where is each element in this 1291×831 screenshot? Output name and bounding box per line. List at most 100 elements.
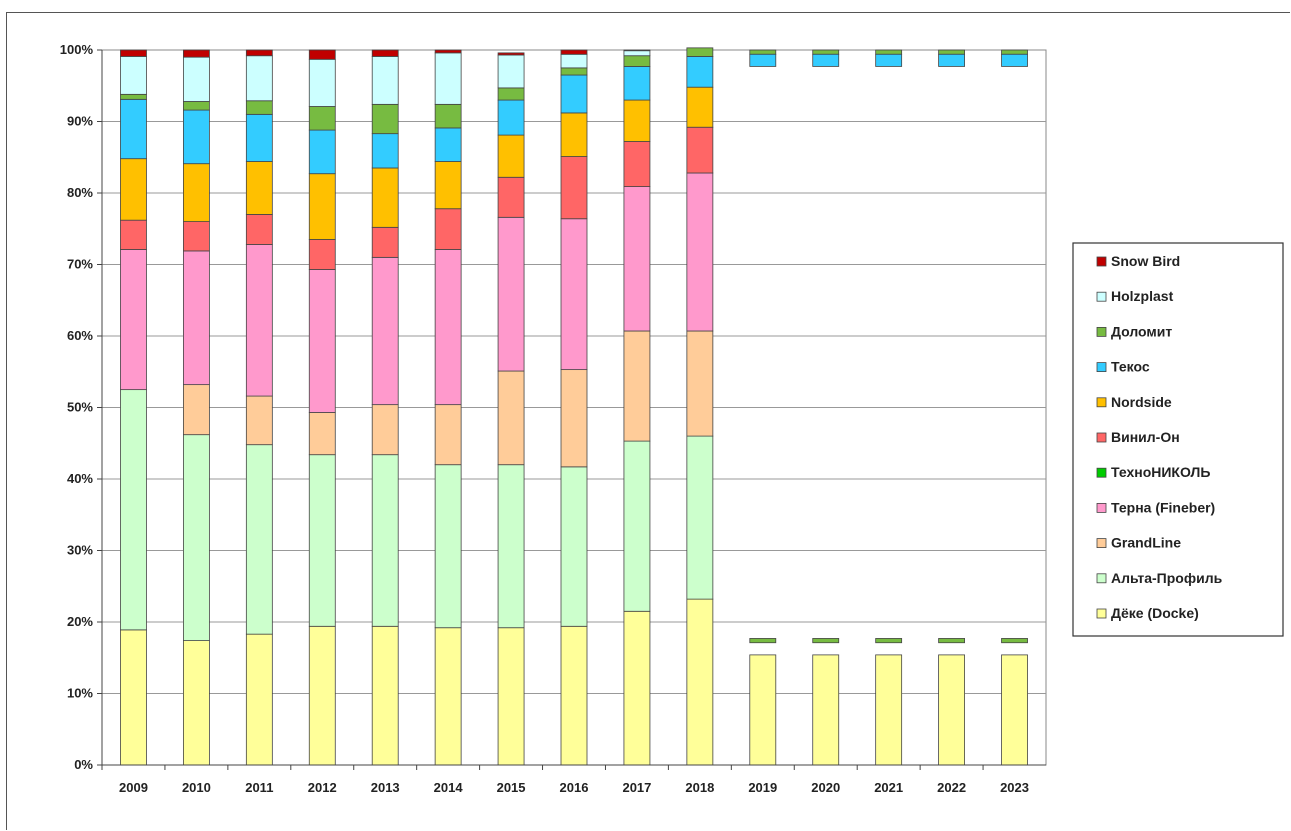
bar-segment [434, 208, 462, 250]
x-tick-label: 2019 [748, 780, 777, 795]
bar-segment [497, 627, 525, 766]
legend-swatch [1096, 362, 1107, 373]
bar-segment [623, 99, 651, 142]
bar-segment [1001, 654, 1028, 766]
x-tick-label: 2011 [245, 780, 273, 795]
legend-swatch [1096, 397, 1107, 408]
bar-segment [308, 106, 336, 131]
bar-segment [434, 52, 462, 105]
bar-segment [308, 454, 336, 627]
bar-segment [623, 186, 651, 332]
bar-segment [371, 56, 399, 105]
bar-segment [308, 269, 336, 413]
bar-segment [812, 638, 840, 644]
bars [120, 47, 1028, 766]
bar-segment [245, 395, 273, 446]
bar-segment [245, 100, 273, 115]
bar-segment [434, 49, 462, 54]
bar-segment [182, 434, 210, 641]
bar-segment [938, 49, 965, 55]
bar-segment [245, 633, 273, 766]
bar-segment [371, 133, 399, 169]
bar-segment [623, 50, 651, 57]
x-tick-label: 2013 [371, 780, 400, 795]
bar-segment [497, 370, 525, 466]
bar-segment [623, 610, 651, 766]
legend-swatch [1096, 256, 1107, 267]
bar-segment [812, 49, 840, 55]
x-tick-label: 2010 [182, 780, 211, 795]
bar-segment [371, 625, 399, 766]
x-tick-label: 2015 [497, 780, 526, 795]
legend-box [1072, 242, 1284, 637]
legend-swatch [1096, 502, 1107, 513]
legend-label: Винил-Он [1111, 429, 1180, 445]
bar-segment [245, 113, 273, 162]
bar-segment [1001, 638, 1028, 644]
x-tick-label: 2009 [119, 780, 148, 795]
bar-segment [875, 638, 903, 644]
legend-swatch [1096, 538, 1107, 548]
legend-swatch [1096, 573, 1107, 584]
bar-segment [245, 161, 273, 215]
bar-segment [560, 74, 588, 114]
bar-segment [812, 53, 840, 67]
bar-segment [560, 67, 588, 76]
bar-segment [182, 221, 210, 252]
bar-segment [812, 654, 840, 766]
x-tick-label: 2014 [434, 780, 464, 795]
bar-segment [434, 161, 462, 210]
bar-segment [308, 412, 336, 456]
bar-segment [371, 454, 399, 627]
bar-segment [434, 404, 462, 466]
bar-segment [686, 598, 714, 766]
bar-segment [245, 49, 273, 57]
bar-segment [308, 173, 336, 240]
bar-segment [120, 93, 147, 100]
bar-segment [497, 216, 525, 372]
bar-segment [497, 54, 525, 89]
bar-segment [875, 49, 903, 55]
bar-segment [560, 49, 588, 55]
bar-segment [938, 654, 965, 766]
bar-segment [245, 244, 273, 397]
chart-frame [6, 12, 1290, 830]
bar-segment [182, 101, 210, 111]
bar-segment [434, 103, 462, 129]
bar-segment [497, 464, 525, 629]
bar-segment [308, 58, 336, 107]
legend-swatch [1096, 608, 1107, 619]
y-tick-label: 90% [67, 114, 93, 129]
bar-segment [497, 134, 525, 178]
bar-segment [120, 98, 147, 160]
x-tick-label: 2018 [685, 780, 714, 795]
bar-segment [560, 53, 588, 69]
bar-segment [560, 625, 588, 766]
legend: Snow Bird Holzplast Доломит Текос Nordside Ви… [1072, 242, 1284, 637]
x-tick-label: 2017 [622, 780, 651, 795]
bar-segment [686, 330, 714, 437]
bar-segment [371, 226, 399, 258]
x-tick-label: 2012 [308, 780, 337, 795]
bar-segment [497, 99, 525, 136]
y-tick-label: 60% [67, 328, 93, 343]
bar-segment [875, 53, 903, 67]
bar-segment [120, 249, 147, 391]
bar-segment [245, 214, 273, 245]
y-tick-label: 30% [67, 543, 93, 558]
y-tick-label: 20% [67, 614, 93, 629]
legend-swatch [1096, 467, 1107, 478]
legend-label: ТехноНИКОЛЬ [1111, 464, 1210, 480]
legend-label: Nordside [1111, 394, 1172, 410]
y-tick-label: 40% [67, 471, 93, 486]
bar-segment [686, 47, 714, 57]
bar-segment [182, 640, 210, 766]
y-tick-label: 10% [67, 686, 93, 701]
bar-segment [308, 49, 336, 60]
legend-swatch [1096, 432, 1107, 443]
bar-segment [434, 127, 462, 162]
bar-segment [182, 163, 210, 222]
bar-segment [182, 250, 210, 386]
bar-segment [623, 141, 651, 187]
bar-segment [686, 126, 714, 174]
